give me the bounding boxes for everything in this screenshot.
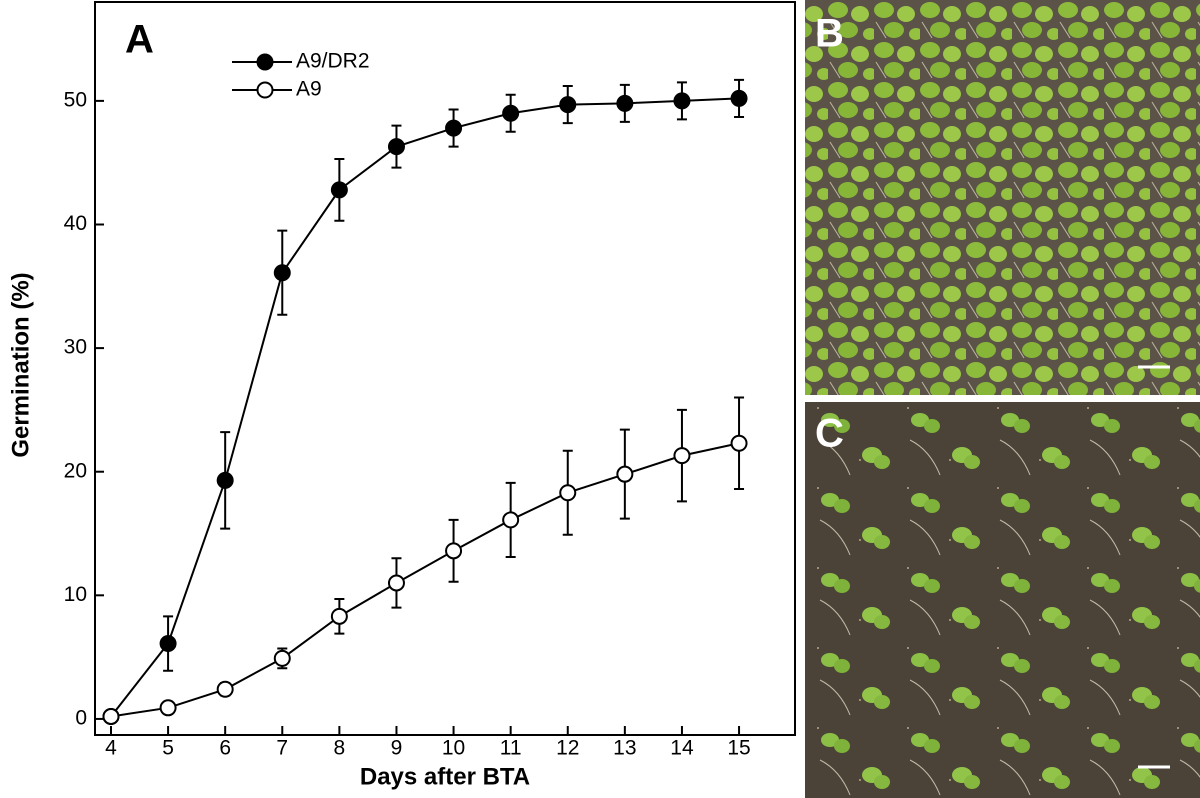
- data-point: [387, 138, 405, 156]
- x-tick-label: 11: [500, 737, 522, 760]
- x-tick-label: 9: [391, 737, 403, 760]
- y-axis-label: Germination (%): [7, 272, 34, 457]
- data-point: [502, 104, 520, 122]
- y-tick-label: 20: [64, 459, 87, 482]
- x-tick-label: 7: [276, 737, 288, 760]
- plot-frame: [94, 1, 796, 736]
- photo-b: [805, 0, 1200, 395]
- x-tick-label: 6: [219, 737, 231, 760]
- x-tick-label: 13: [613, 737, 636, 760]
- y-tick-label: 30: [64, 336, 87, 359]
- photo-c: [805, 402, 1200, 798]
- panel-label: C: [815, 412, 844, 456]
- legend-marker: [256, 81, 274, 99]
- data-point: [559, 96, 577, 114]
- panel-label: B: [815, 12, 844, 56]
- data-point: [445, 542, 463, 560]
- data-point: [730, 89, 748, 107]
- x-tick-label: 8: [334, 737, 346, 760]
- data-point: [273, 649, 291, 667]
- x-tick-label: 5: [162, 737, 174, 760]
- data-point: [673, 447, 691, 465]
- data-point: [330, 607, 348, 625]
- data-point: [730, 434, 748, 452]
- series-line: [110, 442, 740, 718]
- x-tick-label: 12: [556, 737, 579, 760]
- data-point: [616, 465, 634, 483]
- x-tick-label: 15: [727, 737, 750, 760]
- legend-label: A9/DR2: [296, 50, 370, 73]
- data-point: [616, 94, 634, 112]
- data-point: [502, 511, 520, 529]
- legend-label: A9: [296, 78, 322, 101]
- y-tick-label: 10: [64, 583, 87, 606]
- data-point: [102, 707, 120, 725]
- data-point: [159, 699, 177, 717]
- panel-label: A: [125, 18, 154, 62]
- data-point: [159, 635, 177, 653]
- data-point: [559, 484, 577, 502]
- data-point: [330, 181, 348, 199]
- series-line: [110, 97, 740, 718]
- data-point: [273, 264, 291, 282]
- y-tick-label: 40: [64, 212, 87, 235]
- x-tick-label: 4: [105, 737, 117, 760]
- x-tick-label: 14: [670, 737, 694, 760]
- y-tick-label: 50: [64, 88, 87, 111]
- data-point: [387, 574, 405, 592]
- data-point: [445, 119, 463, 137]
- y-tick-label: 0: [75, 706, 87, 729]
- x-tick-label: 10: [442, 737, 465, 760]
- data-point: [216, 471, 234, 489]
- data-point: [673, 92, 691, 110]
- x-axis-label: Days after BTA: [360, 763, 530, 790]
- data-point: [216, 680, 234, 698]
- legend-marker: [256, 53, 274, 71]
